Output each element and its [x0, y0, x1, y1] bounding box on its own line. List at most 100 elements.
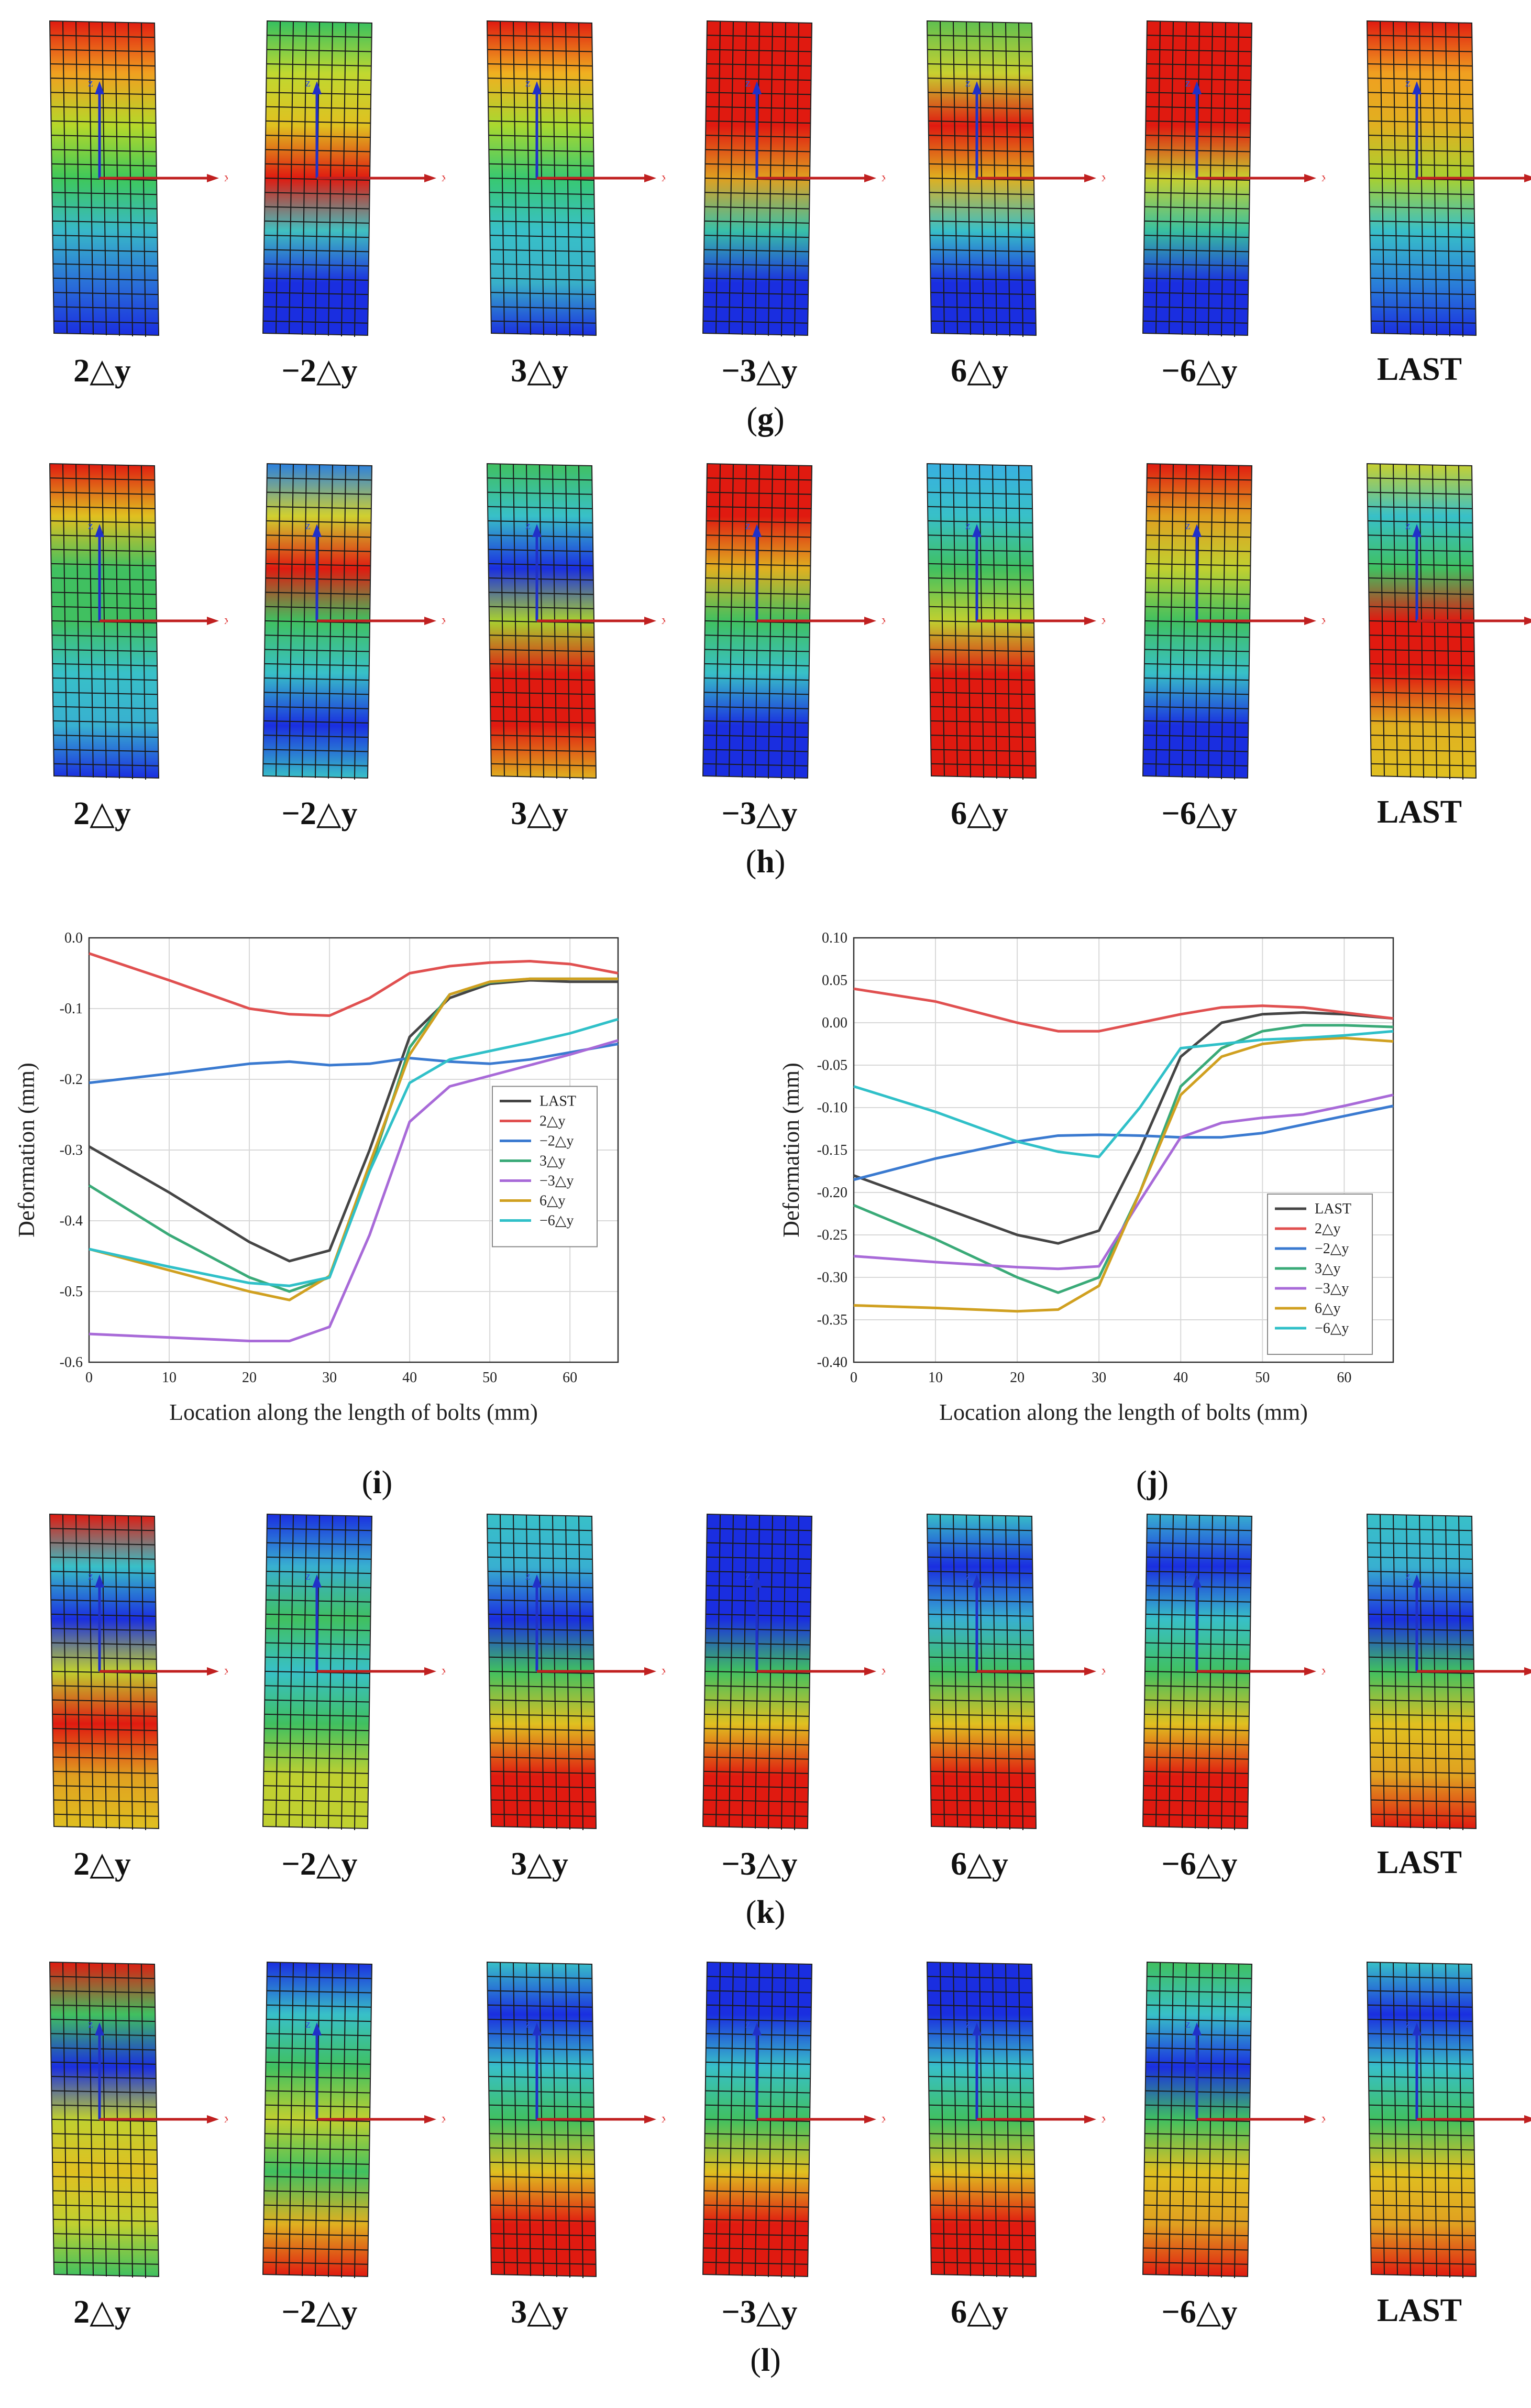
bolt-label: 2△y — [73, 353, 131, 389]
x-tick-label: 50 — [1255, 1370, 1270, 1386]
legend-entry: LAST — [539, 1093, 576, 1110]
x-tick-label: 0 — [850, 1370, 857, 1386]
svg-text:x: x — [224, 614, 228, 627]
bolt-contour-g-7: zx — [1357, 16, 1531, 341]
svg-text:x: x — [882, 2112, 885, 2126]
svg-text:x: x — [442, 171, 445, 184]
series-line — [853, 1093, 1394, 1271]
x-axis-label: Location along the length of bolts (mm) — [939, 1399, 1308, 1425]
y-tick-label: 0.10 — [822, 930, 847, 946]
y-tick-label: -0.3 — [60, 1142, 83, 1158]
series-line — [853, 1036, 1394, 1313]
legend-entry: −3△y — [1315, 1280, 1349, 1297]
svg-text:z: z — [88, 2017, 93, 2030]
legend-entry: 3△y — [539, 1153, 566, 1169]
svg-text:z: z — [88, 519, 93, 532]
x-tick-label: 0 — [85, 1370, 93, 1386]
legend-entry: −6△y — [539, 1213, 574, 1229]
y-tick-label: -0.4 — [60, 1213, 83, 1229]
chart-caption-j: (j) — [1136, 1465, 1169, 1501]
svg-text:x: x — [662, 1664, 665, 1678]
svg-text:x: x — [1102, 614, 1105, 627]
svg-text:z: z — [525, 2017, 531, 2030]
bolt-label: LAST — [1377, 1845, 1462, 1880]
x-tick-label: 30 — [1092, 1370, 1106, 1386]
svg-text:z: z — [305, 1569, 311, 1582]
bolt-label: 6△y — [951, 2294, 1008, 2330]
svg-text:x: x — [662, 171, 665, 184]
svg-text:z: z — [745, 2017, 751, 2030]
bolt-label: 2△y — [73, 1846, 131, 1882]
bolt-label: −6△y — [1161, 353, 1238, 389]
series-line — [89, 977, 618, 1301]
x-tick-label: 10 — [162, 1370, 177, 1386]
y-tick-label: -0.1 — [60, 1001, 83, 1017]
bolt-label: −3△y — [721, 1846, 798, 1882]
y-tick-label: -0.6 — [60, 1354, 83, 1371]
x-tick-label: 40 — [402, 1370, 417, 1386]
svg-text:x: x — [1321, 2112, 1325, 2126]
svg-text:z: z — [1185, 76, 1191, 89]
bolt-label: −3△y — [721, 796, 798, 831]
figure-caption-h: (h) — [745, 844, 786, 880]
bolt-label: −2△y — [281, 1846, 358, 1882]
bolt-label: −6△y — [1161, 2294, 1238, 2330]
bolt-label: 3△y — [511, 353, 568, 389]
legend-entry: −2△y — [539, 1133, 574, 1150]
bolt-label: 6△y — [951, 1846, 1008, 1882]
legend-entry: 6△y — [539, 1193, 566, 1209]
figure-row-h: zx2△yzx−2△yzx3△yzx−3△yzx6△yzx−6△yzxLAST(… — [0, 458, 1531, 888]
svg-text:z: z — [305, 519, 311, 532]
bolt-label: LAST — [1377, 794, 1462, 830]
bolt-label: LAST — [1377, 2293, 1462, 2328]
svg-text:z: z — [88, 1569, 93, 1582]
svg-text:z: z — [1405, 76, 1411, 89]
chart-caption-i: (i) — [361, 1465, 393, 1501]
y-tick-label: 0.05 — [822, 972, 847, 989]
x-axis-label: Location along the length of bolts (mm) — [169, 1399, 538, 1425]
bolt-contour-l-7: zx — [1357, 1957, 1531, 2282]
svg-text:x: x — [882, 171, 885, 184]
svg-text:z: z — [305, 2017, 311, 2030]
bolt-label: 6△y — [951, 353, 1008, 389]
svg-text:x: x — [662, 2112, 665, 2126]
svg-text:z: z — [745, 519, 751, 532]
svg-text:x: x — [1102, 171, 1105, 184]
figure-row-k: zx2△yzx−2△yzx3△yzx−3△yzx6△yzx−6△yzxLAST(… — [0, 1509, 1531, 1949]
svg-text:z: z — [1405, 2017, 1411, 2030]
series-line — [853, 987, 1394, 1033]
legend-entry: −2△y — [1315, 1241, 1349, 1257]
svg-text:z: z — [525, 519, 531, 532]
x-tick-label: 60 — [1337, 1370, 1351, 1386]
figure-row-g: zx2△yzx−2△yzx3△yzx−3△yzx6△yzx−6△yzxLAST(… — [0, 16, 1531, 445]
svg-text:x: x — [224, 1664, 228, 1678]
legend-entry: −3△y — [539, 1173, 574, 1189]
y-tick-label: -0.05 — [817, 1057, 847, 1074]
svg-text:x: x — [1321, 614, 1325, 627]
svg-text:z: z — [745, 76, 751, 89]
series-line — [89, 1043, 619, 1085]
svg-text:x: x — [662, 614, 665, 627]
x-tick-label: 50 — [482, 1370, 497, 1386]
bolt-label: 6△y — [951, 796, 1008, 831]
svg-text:z: z — [305, 76, 311, 89]
svg-text:z: z — [1405, 1569, 1411, 1582]
y-tick-label: -0.40 — [817, 1354, 847, 1371]
figure-caption-g: (g) — [746, 401, 785, 437]
bolt-label: −2△y — [281, 2294, 358, 2330]
